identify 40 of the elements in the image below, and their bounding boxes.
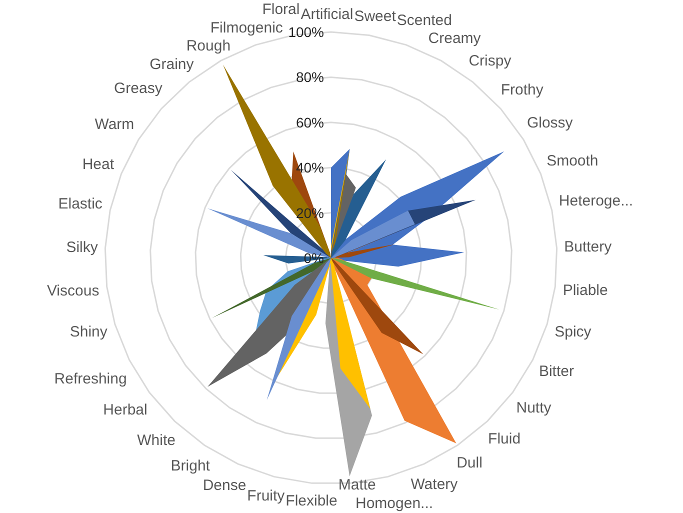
spoke-label: Watery bbox=[410, 476, 458, 494]
spoke-label: Smooth bbox=[546, 152, 598, 170]
spoke-label: Artificial bbox=[300, 6, 354, 23]
spoke-label: Nutty bbox=[516, 399, 552, 416]
spoke-label: Viscous bbox=[46, 282, 100, 300]
spoke-label: Scented bbox=[396, 12, 452, 29]
spoke-label: Shiny bbox=[70, 324, 108, 341]
spoke-label: Spicy bbox=[554, 324, 592, 341]
spoke-label: Buttery bbox=[564, 238, 612, 256]
spoke-label: Refreshing bbox=[54, 370, 127, 388]
spoke-label: Silky bbox=[66, 238, 98, 256]
spoke-label: Grainy bbox=[150, 56, 194, 73]
spoke-label: Matte bbox=[338, 476, 376, 494]
spoke-label: Herbal bbox=[103, 402, 148, 419]
spoke-label: White bbox=[137, 432, 176, 449]
spoke-label: Bright bbox=[170, 458, 211, 475]
spoke-label: Dense bbox=[202, 477, 246, 494]
spoke-label: Filmogenic bbox=[210, 19, 284, 36]
spoke-label: Pliable bbox=[562, 282, 608, 300]
spoke-label: Sweet bbox=[354, 8, 397, 25]
spoke-label: Rough bbox=[186, 38, 231, 55]
spoke-label: Fluid bbox=[488, 430, 521, 448]
spoke-label: Heat bbox=[82, 156, 115, 173]
spoke-label: Elastic bbox=[58, 195, 103, 212]
spoke-label: Crispy bbox=[468, 52, 512, 70]
spoke-label: Warm bbox=[94, 116, 134, 134]
y-tick-label: 60% bbox=[296, 114, 324, 130]
spoke-label: Dull bbox=[456, 454, 482, 472]
spoke-label: Glossy bbox=[526, 114, 574, 132]
spoke-label: Fruity bbox=[247, 488, 286, 505]
spoke-label: Creamy bbox=[428, 30, 482, 48]
spoke-label: Greasy bbox=[114, 80, 163, 97]
y-tick-label: 80% bbox=[296, 69, 324, 86]
spoke-label: Homogen... bbox=[356, 494, 434, 512]
spoke-label: Heteroge... bbox=[558, 192, 634, 210]
spoke-label: Bitter bbox=[538, 363, 574, 380]
spoke-label: Flexible bbox=[286, 492, 338, 510]
spoke-label: Floral bbox=[262, 1, 300, 18]
spoke-label: Frothy bbox=[500, 81, 544, 98]
y-tick-label: 100% bbox=[288, 24, 324, 40]
